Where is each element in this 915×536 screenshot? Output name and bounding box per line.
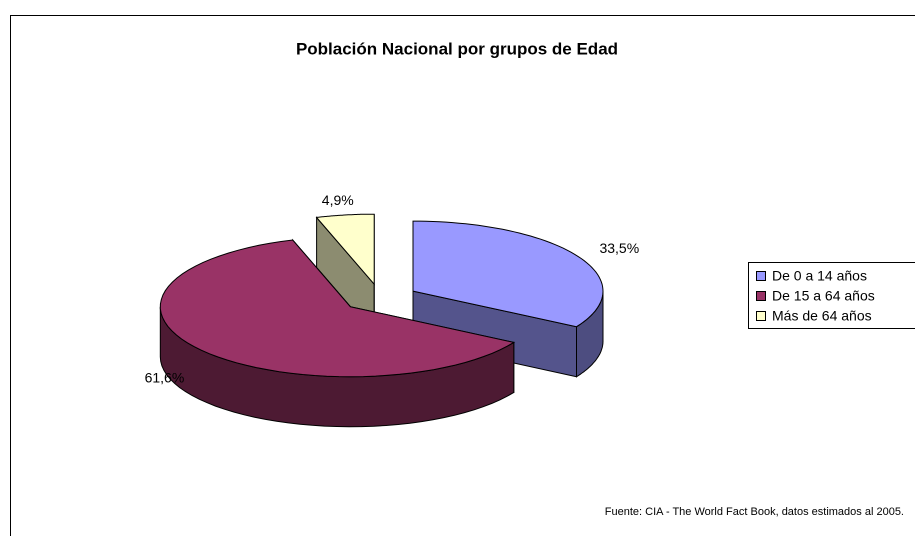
source-note: Fuente: CIA - The World Fact Book, datos… <box>605 506 904 518</box>
legend-swatch <box>756 291 766 301</box>
legend-swatch <box>756 311 766 321</box>
legend-box <box>748 262 915 329</box>
slice <box>412 220 604 328</box>
slice <box>159 239 516 378</box>
legend-label: De 0 a 14 años <box>772 268 867 284</box>
data-label: 4,9% <box>322 192 354 208</box>
legend-label: De 15 a 64 años <box>772 288 875 304</box>
legend-swatch <box>756 271 766 281</box>
chart-title: Población Nacional por grupos de Edad <box>296 39 618 58</box>
legend-label: Más de 64 años <box>772 308 872 324</box>
data-label: 61,6% <box>145 370 185 386</box>
data-label: 33,5% <box>599 240 639 256</box>
slice <box>315 213 375 286</box>
